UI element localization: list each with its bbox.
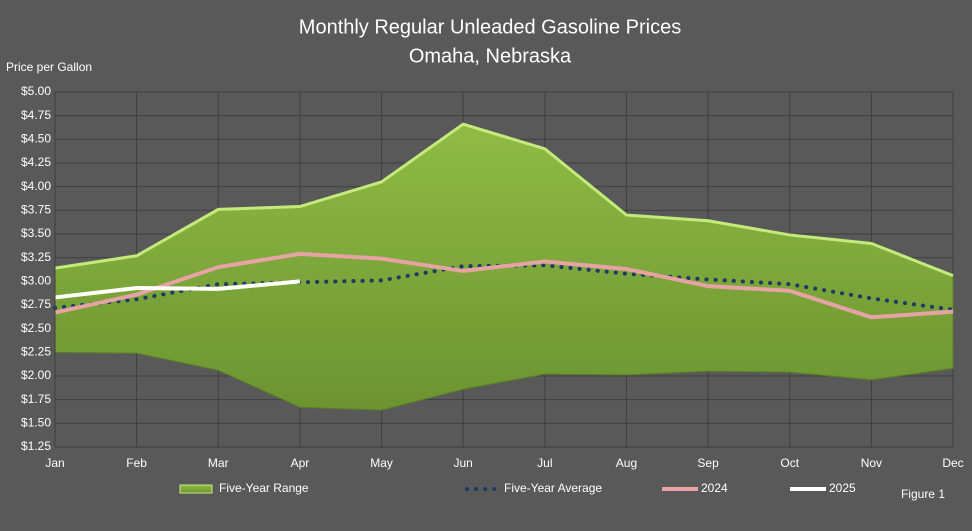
y-tick-label: $3.25 [21, 250, 51, 264]
y-tick-label: $4.00 [21, 179, 51, 193]
y-tick-label: $1.25 [21, 439, 51, 453]
annotation: Figure 1 [901, 487, 945, 501]
x-tick-label: Oct [780, 456, 799, 470]
y-tick-label: $2.00 [21, 368, 51, 382]
legend-label: Five-Year Average [504, 481, 602, 495]
y-tick-label: $2.75 [21, 297, 51, 311]
x-tick-label: Jul [537, 456, 552, 470]
y-tick-label: $5.00 [21, 84, 51, 98]
y-tick-label: $2.50 [21, 321, 51, 335]
x-tick-label: Nov [861, 456, 882, 470]
y-tick-label: $3.50 [21, 226, 51, 240]
y-tick-label: $4.75 [21, 108, 51, 122]
x-tick-label: Dec [942, 456, 963, 470]
y-tick-label: $1.50 [21, 416, 51, 430]
x-tick-label: Mar [208, 456, 229, 470]
x-tick-label: Aug [616, 456, 637, 470]
line [54, 279, 301, 300]
x-tick-label: Jan [45, 456, 64, 470]
x-tick-label: Feb [126, 456, 147, 470]
line [54, 251, 954, 320]
y-tick-label: $3.00 [21, 274, 51, 288]
y-tick-label: $1.75 [21, 392, 51, 406]
y-tick-label: $2.25 [21, 345, 51, 359]
legend-swatch [179, 484, 213, 494]
legend: Five-Year Range Five-Year Average 2024 2025 [179, 481, 856, 495]
x-tick-label: May [370, 456, 393, 470]
range-top-edge [54, 122, 954, 278]
y-axis-label: Price per Gallon [6, 60, 92, 74]
axes: $1.25 $1.50 $1.75 $2.00 $2.25 $2.50 $2.75 $3.00… [21, 84, 964, 470]
plot [53, 122, 955, 411]
x-tick-label: Apr [291, 456, 310, 470]
legend-label: 2024 [701, 481, 728, 495]
chart-subtitle: Omaha, Nebraska [409, 45, 572, 67]
legend-label: 2025 [829, 481, 856, 495]
chart-title: Monthly Regular Unleaded Gasoline Prices [299, 16, 681, 38]
legend-label: Five-Year Range [219, 481, 309, 495]
y-tick-label: $4.50 [21, 132, 51, 146]
x-tick-label: Jun [454, 456, 473, 470]
y-tick-label: $4.25 [21, 155, 51, 169]
y-tick-label: $3.75 [21, 203, 51, 217]
x-tick-label: Sep [697, 456, 719, 470]
